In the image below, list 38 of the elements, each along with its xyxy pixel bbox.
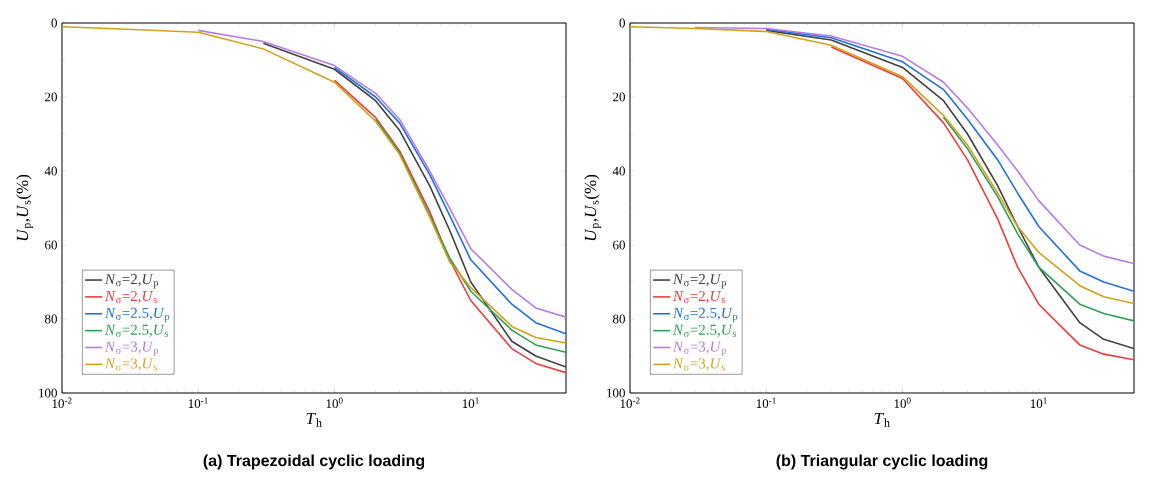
text: (b) Triangular cyclic loading: [776, 454, 988, 470]
legend-label: N$_{σ}$=2.5,U$_{p}$: [104, 307, 170, 323]
x-tick-label: 10$^{1}$: [462, 397, 479, 409]
legend-label: N$_{σ}$=2,U$_{s}$: [104, 290, 157, 304]
legend-label: N$_{σ}$=3,U$_{p}$: [672, 341, 727, 356]
y-tick-label: 20: [45, 92, 57, 102]
y-tick-label: 60: [613, 240, 625, 250]
y-tick-label: 20: [613, 92, 625, 102]
legend-label: N$_{σ}$=2.5,U$_{s}$: [672, 324, 737, 337]
x-axis-title: T$_{h}$: [306, 412, 322, 427]
y-tick-label: 80: [44, 314, 57, 324]
legend-label: N$_{σ}$=3,U$_{p}$: [104, 341, 158, 356]
legend-label: N$_{σ}$=2.5,U$_{p}$: [672, 307, 738, 323]
y-tick-label: 100: [607, 388, 625, 398]
y-tick-label: 60: [45, 240, 57, 250]
y-tick-label: 80: [612, 314, 625, 324]
y-tick-label: 0: [51, 18, 57, 28]
y-tick-label: 40: [44, 166, 57, 176]
legend-label: N$_{σ}$=2,U$_{s}$: [672, 290, 725, 304]
legend-label: N$_{σ}$=2,U$_{p}$: [672, 274, 727, 289]
y-tick-label: 40: [612, 166, 625, 176]
y-axis-title: U$_{p}$,U$_{s}$(%): [16, 174, 34, 241]
legend-label: N$_{σ}$=3,U$_{s}$: [104, 358, 157, 371]
y-tick-label: 0: [619, 18, 625, 28]
text: (a) Trapezoidal cyclic loading: [203, 454, 425, 470]
x-axis-title: T$_{h}$: [874, 412, 890, 427]
x-tick-label: 10$^{-2}$: [620, 397, 640, 409]
x-tick-label: 10$^{0}$: [326, 397, 343, 409]
x-tick-label: 10$^{-1}$: [188, 397, 208, 409]
x-tick-label: 10$^{1}$: [1030, 397, 1047, 409]
legend-label: N$_{σ}$=3,U$_{s}$: [672, 358, 725, 371]
legend-label: N$_{σ}$=2.5,U$_{s}$: [104, 324, 169, 337]
x-tick-label: 10$^{0}$: [894, 397, 911, 409]
y-tick-label: 100: [39, 388, 57, 398]
legend-label: N$_{σ}$=2,U$_{p}$: [104, 274, 158, 289]
x-tick-label: 10$^{-1}$: [756, 397, 776, 409]
y-axis-title: U$_{p}$,U$_{s}$(%): [584, 174, 602, 241]
x-tick-label: 10$^{-2}$: [52, 397, 72, 409]
